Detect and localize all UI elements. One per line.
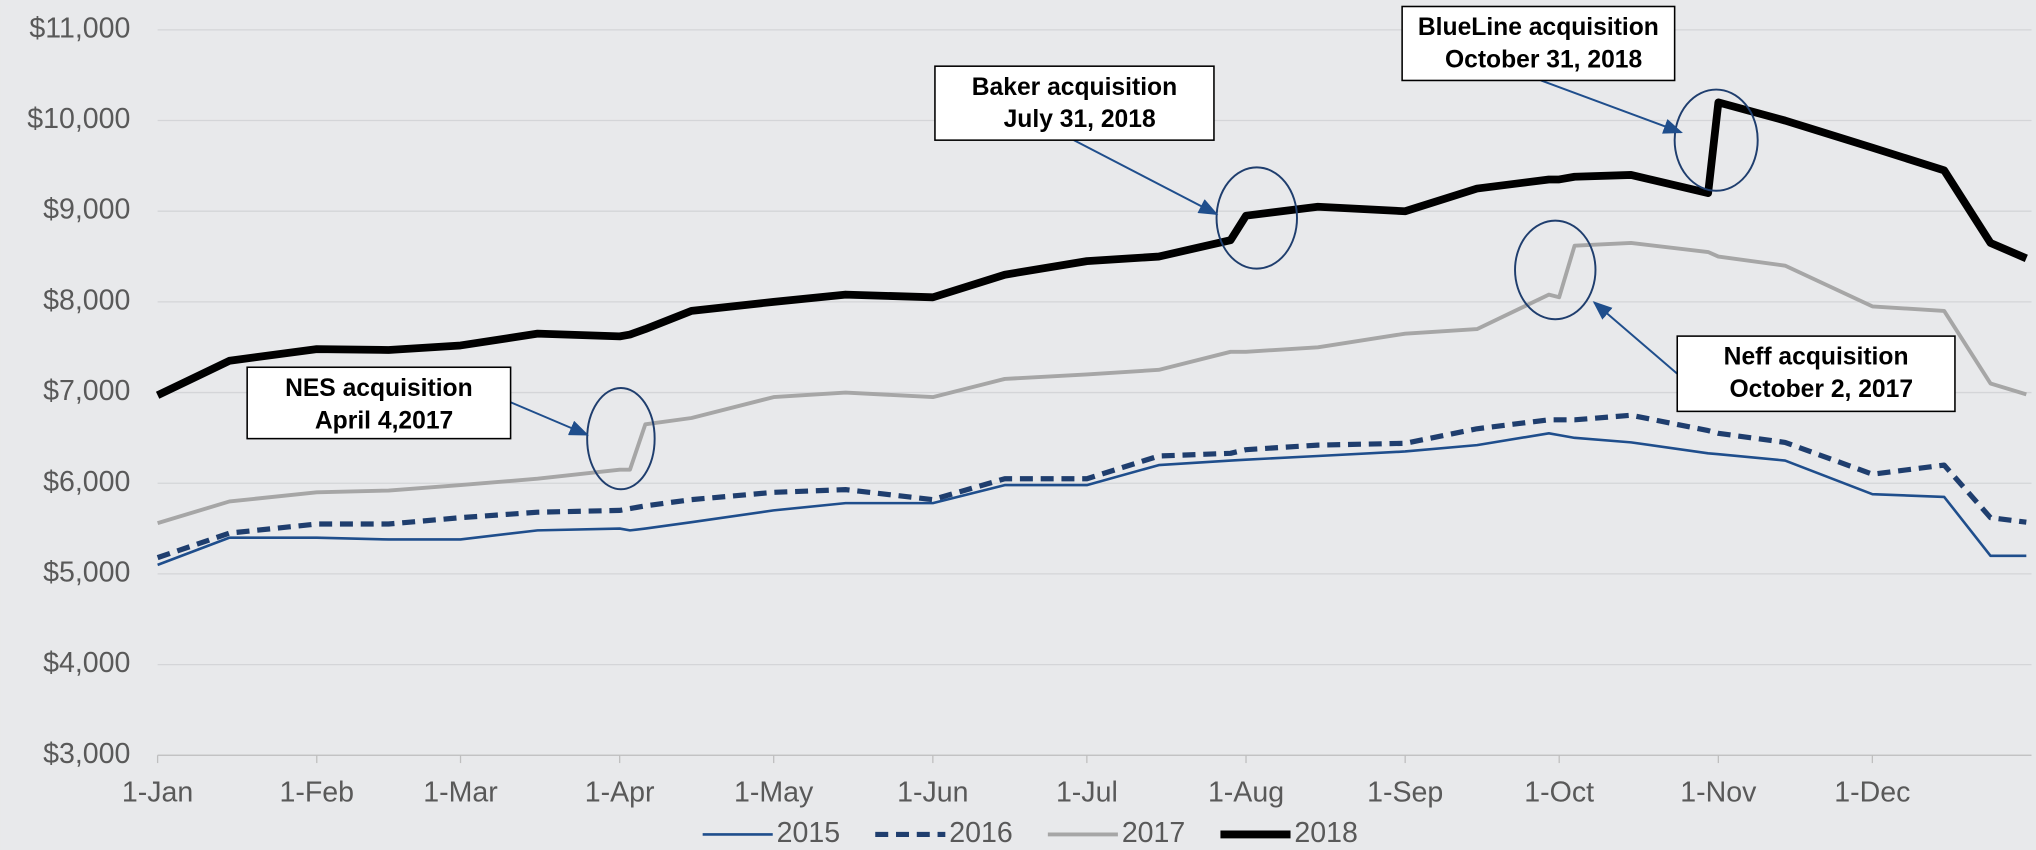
callout-arrow [1592, 301, 1678, 375]
x-tick-label: 1-Jan [122, 777, 193, 809]
callout-ellipse [1215, 166, 1298, 270]
x-tick-label: 1-Jun [897, 777, 968, 809]
y-tick-label: $8,000 [43, 284, 130, 316]
x-tick-label: 1-Feb [279, 777, 354, 809]
x-tick-label: 1-Jul [1056, 777, 1118, 809]
callout-text: October 31, 2018 [1445, 47, 1642, 74]
callout-ellipse [1673, 88, 1759, 192]
y-tick-label: $5,000 [43, 556, 130, 588]
x-tick-label: 1-Apr [585, 777, 655, 809]
callout-box [246, 366, 512, 440]
x-tick-label: 1-May [734, 777, 814, 809]
x-tick-label: 1-Aug [1208, 777, 1284, 809]
callout-box [934, 65, 1215, 141]
x-tick-label: 1-Dec [1834, 777, 1910, 809]
series-line [157, 240, 2027, 525]
legend-label: 2017 [1122, 817, 1185, 849]
callout-ellipse [1514, 219, 1597, 321]
callout-arrow [1540, 79, 1683, 134]
callout-text: July 31, 2018 [1004, 106, 1156, 133]
y-tick-label: $9,000 [43, 194, 130, 226]
series-line [157, 432, 2027, 567]
callout-text: Baker acquisition [972, 74, 1177, 101]
x-tick-label: 1-Nov [1680, 777, 1757, 809]
callout-arrow [1073, 139, 1219, 216]
callout-text: October 2, 2017 [1730, 376, 1914, 403]
callout-text: April 4,2017 [315, 407, 453, 434]
series-line [155, 98, 2028, 399]
x-tick-label: 1-Oct [1524, 777, 1594, 809]
x-tick-label: 1-Sep [1367, 777, 1443, 809]
x-tick-label: 1-Mar [423, 777, 498, 809]
legend-label: 2016 [949, 817, 1012, 849]
callout-box [1401, 5, 1676, 82]
callout-box [1676, 335, 1956, 413]
callout-text: Neff acquisition [1724, 344, 1909, 371]
y-tick-label: $3,000 [43, 738, 130, 770]
y-tick-label: $4,000 [43, 647, 130, 679]
legend-label: 2015 [777, 817, 840, 849]
y-tick-label: $10,000 [27, 103, 130, 135]
callout-text: BlueLine acquisition [1418, 14, 1659, 41]
callout-ellipse [586, 387, 656, 491]
callout-arrow [510, 401, 589, 436]
y-tick-label: $7,000 [43, 375, 130, 407]
y-tick-label: $11,000 [29, 12, 130, 44]
series-line [156, 412, 2027, 561]
callout-text: NES acquisition [285, 375, 473, 402]
y-tick-label: $6,000 [43, 466, 130, 498]
legend-label: 2018 [1294, 817, 1357, 849]
